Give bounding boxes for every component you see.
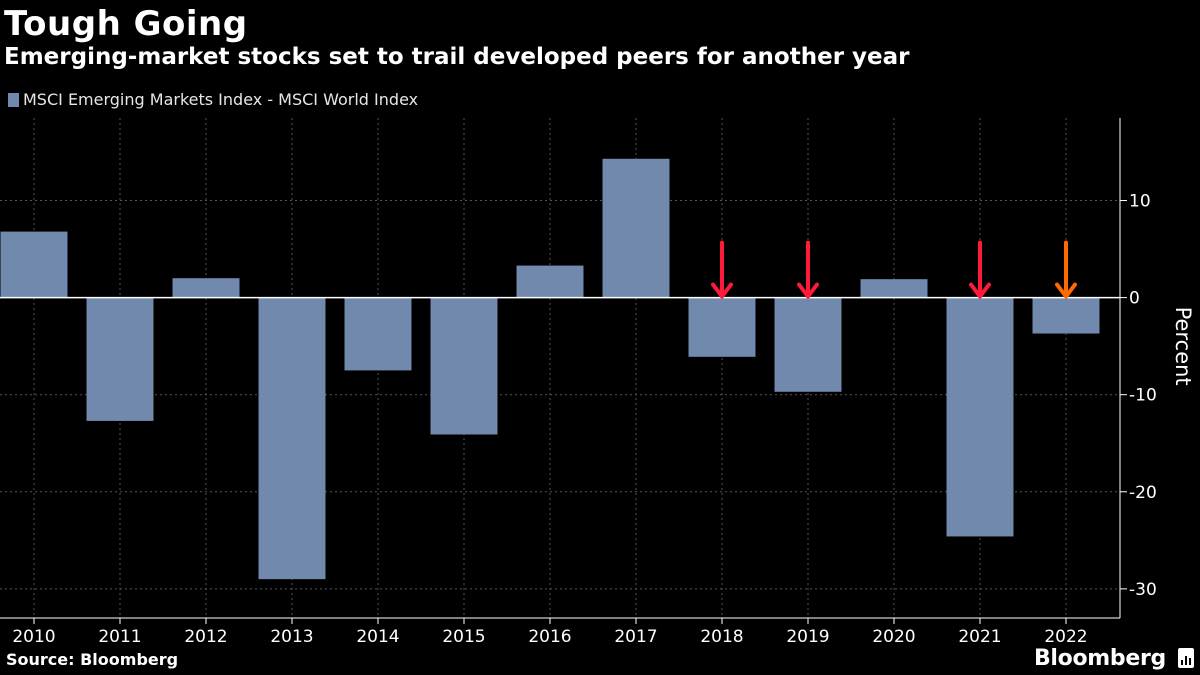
x-tick-label: 2019 [786, 627, 829, 647]
x-tick-label: 2022 [1044, 627, 1087, 647]
bar-2018 [688, 297, 756, 357]
down-arrow-2018 [711, 240, 733, 299]
y-tick-label: 0 [1129, 289, 1140, 309]
bar-2015 [430, 297, 498, 435]
legend-swatch [8, 92, 19, 107]
y-tick-label: -10 [1129, 386, 1157, 406]
bar-2010 [0, 231, 68, 298]
chart-title: Tough Going [4, 4, 248, 44]
y-tick-label: -30 [1129, 580, 1157, 600]
bloomberg-chart-icon [1178, 648, 1194, 668]
x-tick-label: 2016 [528, 627, 571, 647]
bar-2014 [344, 297, 412, 371]
x-tick-label: 2017 [614, 627, 657, 647]
bar-2019 [774, 297, 842, 392]
bar-2012 [172, 278, 240, 298]
source-note: Source: Bloomberg [6, 650, 179, 669]
down-arrow-2021 [969, 240, 991, 299]
x-tick-label: 2014 [356, 627, 399, 647]
legend: MSCI Emerging Markets Index - MSCI World… [8, 90, 418, 109]
down-arrow-2019 [797, 240, 819, 299]
x-tick-label: 2021 [958, 627, 1001, 647]
bar-2020 [860, 279, 928, 298]
y-tick-label: 10 [1129, 192, 1151, 212]
brand-logo: Bloomberg [1033, 646, 1166, 671]
bar-2011 [86, 297, 154, 421]
x-tick-label: 2012 [184, 627, 227, 647]
bar-2013 [258, 297, 326, 580]
x-tick-label: 2013 [270, 627, 313, 647]
down-arrow-2022 [1055, 240, 1077, 299]
bar-2016 [516, 265, 584, 298]
x-tick-label: 2020 [872, 627, 915, 647]
x-tick-label: 2010 [12, 627, 55, 647]
bar-2022 [1032, 297, 1100, 334]
bar-2021 [946, 297, 1014, 537]
x-tick-label: 2018 [700, 627, 743, 647]
chart-subtitle: Emerging-market stocks set to trail deve… [4, 44, 910, 70]
legend-label: MSCI Emerging Markets Index - MSCI World… [23, 90, 419, 109]
x-tick-label: 2011 [98, 627, 141, 647]
y-axis-title: Percent [1171, 307, 1195, 386]
bar-2017 [602, 158, 670, 298]
x-tick-label: 2015 [442, 627, 485, 647]
y-tick-label: -20 [1129, 483, 1157, 503]
